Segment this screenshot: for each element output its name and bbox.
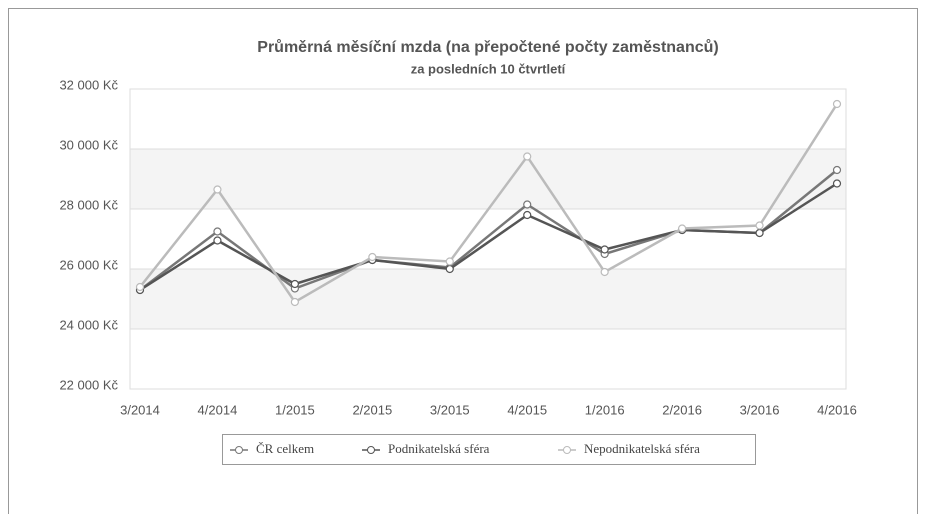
x-tick-label: 2/2016 (662, 402, 702, 417)
x-tick-label: 3/2014 (120, 402, 160, 417)
point (678, 224, 687, 233)
series-line (139, 103, 839, 304)
grid-band (130, 269, 846, 329)
x-tick-label: 3/2016 (740, 402, 780, 417)
point (832, 165, 842, 175)
point (600, 267, 609, 277)
point (832, 99, 842, 109)
x-tick-label: 1/2015 (275, 402, 315, 417)
point (600, 245, 609, 254)
point (213, 185, 222, 194)
legend-marker (367, 446, 375, 454)
legend (222, 434, 756, 465)
y-tick-label: 28 000 Kč (59, 197, 118, 212)
y-tick-label: 22 000 Kč (59, 377, 118, 392)
point (445, 264, 454, 274)
series-line (139, 182, 838, 292)
x-tick-label: 2/2015 (352, 402, 392, 417)
y-tick-label: 24 000 Kč (59, 317, 118, 332)
point (368, 252, 377, 262)
point (213, 227, 222, 236)
legend-label: Podnikatelská sféra (388, 441, 490, 456)
point (523, 152, 532, 161)
chart-subtitle: za posledních 10 čtvrtletí (411, 61, 566, 76)
legend-marker (563, 446, 571, 454)
legend-label: ČR celkem (256, 441, 314, 456)
x-tick-label: 3/2015 (430, 402, 470, 417)
point (523, 200, 532, 209)
x-tick-label: 4/2016 (817, 402, 857, 417)
point (213, 236, 222, 245)
y-tick-label: 26 000 Kč (59, 257, 118, 272)
point (290, 297, 299, 307)
point (523, 210, 532, 220)
legend-marker (235, 446, 243, 454)
y-tick-label: 30 000 Kč (59, 137, 118, 152)
x-tick-label: 4/2015 (507, 402, 547, 417)
grid-band (130, 149, 846, 209)
chart-title: Průměrná měsíční mzda (na přepočtené poč… (257, 39, 718, 56)
point (832, 179, 842, 188)
legend-label: Nepodnikatelská sféra (584, 441, 700, 456)
point (135, 282, 145, 292)
point (290, 279, 299, 289)
plot-border (129, 88, 847, 390)
point (755, 228, 764, 238)
point (755, 221, 764, 230)
point (445, 257, 454, 266)
x-tick-label: 1/2016 (585, 402, 625, 417)
y-tick-label: 32 000 Kč (59, 77, 118, 92)
x-tick-label: 4/2014 (198, 402, 238, 417)
